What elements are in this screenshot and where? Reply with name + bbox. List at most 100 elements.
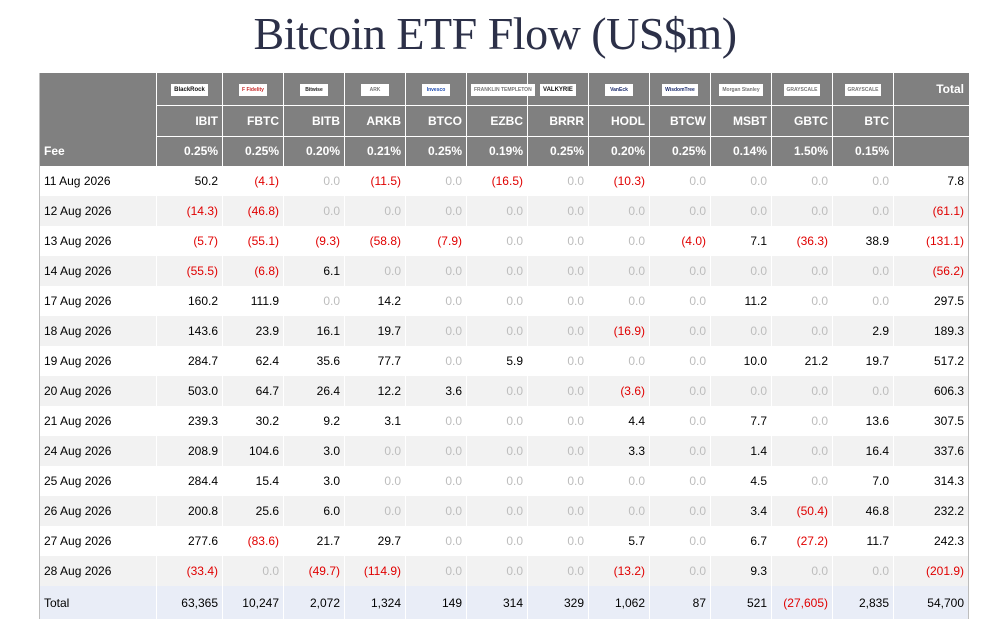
flow-cell: 25.6	[222, 496, 284, 526]
issuer-logo-icon: GRAYSCALE	[783, 83, 821, 96]
flow-cell: 0.0	[649, 406, 711, 436]
row-date: 11 Aug 2026	[39, 166, 157, 196]
flow-cell: 0.0	[283, 286, 345, 316]
flow-cell: 0.0	[405, 526, 467, 556]
flow-cell: 77.7	[344, 346, 406, 376]
flow-cell: 11.7	[832, 526, 894, 556]
flow-cell: 0.0	[649, 376, 711, 406]
flow-cell: 503.0	[156, 376, 223, 406]
flow-cell: 9.3	[710, 556, 772, 586]
row-total: 242.3	[893, 526, 969, 556]
flow-cell: (16.9)	[588, 316, 650, 346]
flow-cell: 0.0	[405, 196, 467, 226]
flow-cell: (6.8)	[222, 256, 284, 286]
flow-cell: 0.0	[405, 466, 467, 496]
row-total: (131.1)	[893, 226, 969, 256]
flow-cell: 0.0	[466, 226, 528, 256]
page-title: Bitcoin ETF Flow (US$m)	[253, 8, 737, 59]
issuer-logo-cell: BlackRock	[156, 73, 223, 106]
flow-cell: 0.0	[771, 466, 833, 496]
flow-cell: 50.2	[156, 166, 223, 196]
flow-cell: (83.6)	[222, 526, 284, 556]
table-row: 26 Aug 2026 200.8 25.6 6.0 0.0 0.0 0.0 0.0 0.0 0.…	[39, 496, 969, 526]
flow-cell: 16.1	[283, 316, 345, 346]
fee-value: 0.25%	[156, 136, 223, 166]
flow-cell: (7.9)	[405, 226, 467, 256]
flow-cell: 0.0	[588, 286, 650, 316]
table-row: 19 Aug 2026 284.7 62.4 35.6 77.7 0.0 5.9 0.0 0.0…	[39, 346, 969, 376]
flow-cell: 0.0	[466, 406, 528, 436]
fee-value: 0.25%	[222, 136, 284, 166]
total-cell: 329	[527, 586, 589, 619]
flow-cell: 0.0	[344, 256, 406, 286]
flow-cell: 0.0	[832, 256, 894, 286]
table-row: 21 Aug 2026 239.3 30.2 9.2 3.1 0.0 0.0 0.0 4.4 0.…	[39, 406, 969, 436]
ticker-header: ARKB	[344, 105, 406, 137]
flow-cell: 30.2	[222, 406, 284, 436]
row-total: 232.2	[893, 496, 969, 526]
flow-cell: 0.0	[710, 256, 772, 286]
table-row: 14 Aug 2026 (55.5) (6.8) 6.1 0.0 0.0 0.0 0.0 0.0…	[39, 256, 969, 286]
total-cell: 2,072	[283, 586, 345, 619]
flow-cell: 0.0	[344, 496, 406, 526]
flow-cell: 7.7	[710, 406, 772, 436]
ticker-header: BITB	[283, 105, 345, 137]
row-total: 606.3	[893, 376, 969, 406]
total-cell: 2,835	[832, 586, 894, 619]
flow-cell: 0.0	[283, 196, 345, 226]
flow-cell: (27.2)	[771, 526, 833, 556]
flow-cell: (3.6)	[588, 376, 650, 406]
flow-cell: (10.3)	[588, 166, 650, 196]
flow-cell: 0.0	[405, 556, 467, 586]
ticker-header: BTC	[832, 105, 894, 137]
flow-cell: 0.0	[466, 316, 528, 346]
flow-cell: 7.0	[832, 466, 894, 496]
table-row: 18 Aug 2026 143.6 23.9 16.1 19.7 0.0 0.0 0.0 (16…	[39, 316, 969, 346]
table-row: 11 Aug 2026 50.2 (4.1) 0.0 (11.5) 0.0 (16.5) 0.…	[39, 166, 969, 196]
row-date: 28 Aug 2026	[39, 556, 157, 586]
total-cell: 10,247	[222, 586, 284, 619]
flow-cell: 0.0	[222, 556, 284, 586]
row-date: 20 Aug 2026	[39, 376, 157, 406]
table-row: 27 Aug 2026 277.6 (83.6) 21.7 29.7 0.0 0.0 0.0 5…	[39, 526, 969, 556]
flow-cell: 284.4	[156, 466, 223, 496]
flow-cell: 0.0	[405, 286, 467, 316]
flow-cell: 38.9	[832, 226, 894, 256]
flow-cell: 19.7	[832, 346, 894, 376]
ticker-header: BTCW	[649, 105, 711, 137]
flow-cell: 21.7	[283, 526, 345, 556]
flow-cell: (4.0)	[649, 226, 711, 256]
flow-cell: 284.7	[156, 346, 223, 376]
flow-cell: (55.1)	[222, 226, 284, 256]
row-total: 297.5	[893, 286, 969, 316]
flow-cell: 6.0	[283, 496, 345, 526]
flow-cell: 0.0	[771, 406, 833, 436]
table-row: 28 Aug 2026 (33.4) 0.0 (49.7) (114.9) 0.0 0.0 0…	[39, 556, 969, 586]
flow-cell: 6.7	[710, 526, 772, 556]
flow-cell: 0.0	[527, 526, 589, 556]
flow-cell: 4.4	[588, 406, 650, 436]
flow-cell: 0.0	[344, 436, 406, 466]
flow-cell: 0.0	[832, 376, 894, 406]
flow-cell: 0.0	[649, 196, 711, 226]
flow-cell: 0.0	[588, 466, 650, 496]
table-row: 13 Aug 2026 (5.7) (55.1) (9.3) (58.8) (7.9) 0.…	[39, 226, 969, 256]
flow-cell: (50.4)	[771, 496, 833, 526]
total-cell: 1,062	[588, 586, 650, 619]
issuer-logo-cell: VALKYRIE	[527, 73, 589, 106]
flow-cell: 10.0	[710, 346, 772, 376]
flow-cell: 0.0	[588, 496, 650, 526]
fee-value: 1.50%	[771, 136, 833, 166]
issuer-logo-icon: Morgan Stanley	[719, 83, 763, 96]
issuer-logo-icon: FRANKLIN TEMPLETON	[471, 83, 535, 96]
flow-cell: 0.0	[527, 316, 589, 346]
flow-cell: 200.8	[156, 496, 223, 526]
flow-cell: 21.2	[771, 346, 833, 376]
flow-cell: 46.8	[832, 496, 894, 526]
total-cell: 314	[466, 586, 528, 619]
ticker-header: EZBC	[466, 105, 528, 137]
flow-cell: 0.0	[771, 166, 833, 196]
flow-cell: 0.0	[405, 436, 467, 466]
flow-cell: 23.9	[222, 316, 284, 346]
row-date: 13 Aug 2026	[39, 226, 157, 256]
